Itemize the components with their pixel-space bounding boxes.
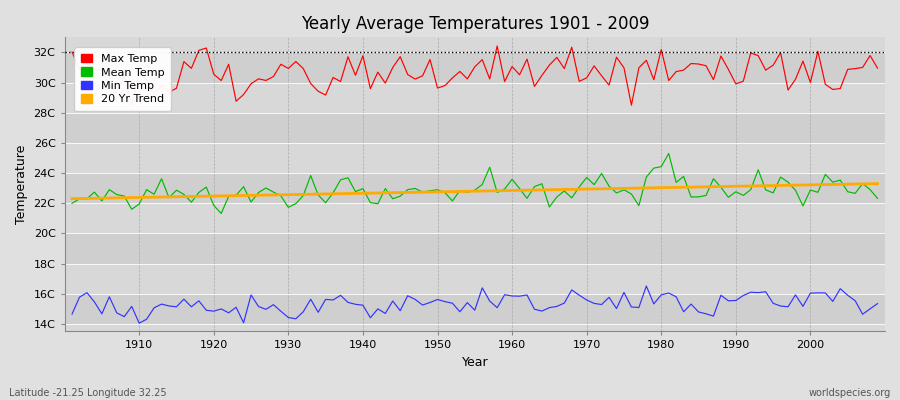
Bar (65, 203, 885, 233)
Bar (65, 294, 885, 324)
Y-axis label: Temperature: Temperature (15, 145, 28, 224)
Bar (65, 173, 885, 203)
Title: Yearly Average Temperatures 1901 - 2009: Yearly Average Temperatures 1901 - 2009 (301, 15, 649, 33)
Text: worldspecies.org: worldspecies.org (809, 388, 891, 398)
Bar (65, 82, 885, 113)
Text: Latitude -21.25 Longitude 32.25: Latitude -21.25 Longitude 32.25 (9, 388, 166, 398)
Legend: Max Temp, Mean Temp, Min Temp, 20 Yr Trend: Max Temp, Mean Temp, Min Temp, 20 Yr Tre… (74, 47, 171, 111)
Bar (65, 143, 885, 173)
Bar (65, 264, 885, 294)
X-axis label: Year: Year (462, 356, 488, 369)
Bar (65, 113, 885, 143)
Bar (65, 233, 885, 264)
Bar (65, 52, 885, 82)
